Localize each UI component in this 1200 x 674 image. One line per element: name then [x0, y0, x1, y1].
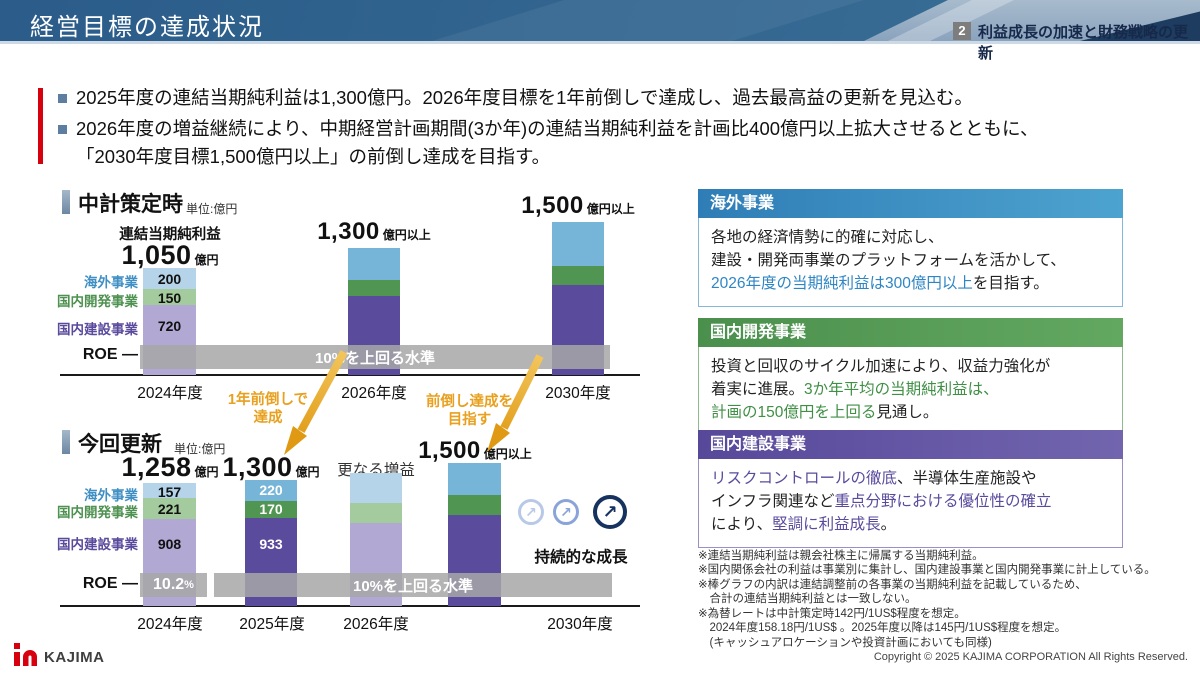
- bullet-square-icon: [58, 94, 67, 103]
- xlabel-2030-bottom: 2030年度: [547, 616, 613, 633]
- slide-header: 経営目標の達成状況 2 利益成長の加速と財務戦略の更新: [0, 0, 1200, 62]
- section-title: 利益成長の加速と財務戦略の更新: [978, 24, 1189, 62]
- bar-2024-dev-value: 150: [157, 290, 182, 306]
- bar-2024-overseas-segment: [143, 268, 196, 289]
- trend-up-circle-icon: ↗: [593, 495, 627, 529]
- top-chart-section-label: 中計策定時: [78, 193, 183, 216]
- legend-domestic-dev: 国内開発事業: [57, 294, 138, 309]
- trend-up-circle-icon: ↗: [518, 499, 544, 525]
- xlabel-2024-top: 2024年度: [137, 385, 203, 402]
- xlabel-2030-top: 2030年度: [545, 385, 611, 402]
- bar-2026b-dev-segment: [350, 503, 402, 523]
- bottom-chart-unit-label: 単位:億円: [174, 442, 226, 456]
- bar-2024-overseas-value: 200: [157, 271, 182, 287]
- bar-2030-dev-segment: [552, 266, 604, 285]
- footnote: ※国内関係会社の利益は事業別に集計し、国内建設事業と国内開発事業に計上している。: [698, 564, 1156, 577]
- section-number-badge: 2: [953, 22, 971, 40]
- bullet-2: 2026年度の増益継続により、中期経営計画期間(3か年)の連結当期純利益を計画比…: [58, 117, 1168, 142]
- bar-2026-overseas-segment: [348, 248, 400, 280]
- domestic-dev-box-body: 投資と回収のサイクル加速により、収益力強化が 着実に進展。3か年平均の当期純利益…: [698, 347, 1123, 436]
- bar-2024-constr-value: 720: [157, 318, 182, 334]
- bar-2030b-dev-segment: [448, 495, 501, 515]
- kajima-logo-icon: [14, 643, 37, 666]
- xlabel-2026-top: 2026年度: [341, 385, 407, 402]
- x-axis-bottom: [60, 605, 640, 607]
- footnote: 2024年度158.18円/1US$ 。2025年度以降は145円/1US$程度…: [698, 622, 1067, 635]
- bar-2030-overseas-segment: [552, 222, 604, 266]
- bullet-2-text: 2026年度の増益継続により、中期経営計画期間(3か年)の連結当期純利益を計画比…: [76, 118, 1039, 139]
- top-total-2030: 1,500 億円以上: [521, 192, 635, 219]
- kajima-logo: KAJIMA: [14, 643, 105, 666]
- bullet-1-text: 2025年度の連結当期純利益は1,300億円。2026年度目標を1年前倒しで達成…: [76, 87, 973, 108]
- bar-2025-constr-value: 933: [259, 536, 283, 552]
- roe-2024-band: 10.2%: [140, 573, 207, 597]
- bar-2024b-dev-value: 221: [157, 501, 182, 517]
- footnote: (キャッシュアロケーションや投資計画においても同様): [698, 636, 992, 649]
- net-income-caption: 連結当期純利益: [119, 227, 221, 243]
- domestic-dev-box-title: 国内開発事業: [698, 318, 1123, 347]
- overseas-business-box: 海外事業 各地の経済情勢に的確に対応し、 建設・開発両事業のプラットフォームを活…: [698, 189, 1123, 307]
- roe-label-bottom: ROE —: [82, 575, 138, 592]
- bar-2024b-constr-value: 908: [157, 536, 182, 552]
- legend-domestic-dev: 国内開発事業: [57, 505, 138, 520]
- sustainable-growth-label: 持続的な成長: [534, 549, 628, 566]
- legend-overseas: 海外事業: [84, 488, 138, 503]
- bar-2025-overseas-value: 220: [259, 482, 283, 498]
- xlabel-2026-bottom: 2026年度: [343, 616, 409, 633]
- bullet-square-icon: [58, 125, 67, 134]
- annotation-one-year-early: 1年前倒しで 達成: [227, 392, 309, 427]
- xlabel-2024-bottom: 2024年度: [137, 616, 203, 633]
- roe-band-bottom: 10%を上回る水準: [214, 573, 612, 597]
- copyright: Copyright © 2025 KAJIMA CORPORATION All …: [873, 651, 1188, 663]
- trend-up-circle-icon: ↗: [553, 499, 579, 525]
- footnote: ※棒グラフの内訳は連結調整前の各事業の当期純利益を記載しているため、: [698, 578, 1087, 591]
- accent-red-bar: [38, 88, 43, 164]
- x-axis-top: [60, 374, 640, 376]
- bottom-total-2030: 1,500 億円以上: [418, 437, 532, 464]
- bar-2025-dev-segment: [245, 501, 297, 518]
- bar-2024b-overseas-value: 157: [157, 484, 182, 500]
- overseas-box-title: 海外事業: [698, 189, 1123, 218]
- bottom-total-2024: 1,258 億円: [121, 452, 219, 482]
- footnotes: ※連結当期純利益は親会社株主に帰属する当期純利益。 ※国内関係会社の利益は事業別…: [698, 549, 1198, 650]
- bar-2024b-dev-segment: [143, 498, 196, 519]
- section-marker: [62, 190, 70, 214]
- roe-band-top: 10%を上回る水準: [140, 345, 610, 369]
- xlabel-2025-bottom: 2025年度: [239, 616, 305, 633]
- domestic-constr-box-body: リスクコントロールの徹底、半導体生産施設や インフラ関連など重点分野における優位…: [698, 459, 1123, 548]
- bar-2030b-overseas-segment: [448, 463, 501, 495]
- bar-2025-overseas-segment: [245, 480, 297, 501]
- section-marker: [62, 430, 70, 454]
- legend-domestic-constr: 国内建設事業: [57, 537, 138, 552]
- footnote: 合計の連結当期純利益とは一致しない。: [698, 593, 917, 606]
- domestic-dev-business-box: 国内開発事業 投資と回収のサイクル加速により、収益力強化が 着実に進展。3か年平…: [698, 318, 1123, 436]
- bar-2026-dev-segment: [348, 280, 400, 296]
- bar-2024-dev-segment: [143, 289, 196, 305]
- footnote: ※為替レートは中計策定時142円/1US$程度を想定。: [698, 607, 966, 620]
- bar-2026b-overseas-segment: [350, 473, 402, 503]
- domestic-constr-business-box: 国内建設事業 リスクコントロールの徹底、半導体生産施設や インフラ関連など重点分…: [698, 430, 1123, 548]
- overseas-box-body: 各地の経済情勢に的確に対応し、 建設・開発両事業のプラットフォームを活かして、 …: [698, 218, 1123, 307]
- bar-2025-dev-value: 170: [259, 501, 283, 517]
- roe-label-top: ROE —: [82, 346, 138, 363]
- top-total-2024: 1,050 億円: [121, 240, 219, 270]
- bullet-1: 2025年度の連結当期純利益は1,300億円。2026年度目標を1年前倒しで達成…: [58, 86, 1168, 111]
- bottom-chart-section-label: 今回更新: [78, 433, 162, 456]
- top-chart-unit-label: 単位:億円: [186, 202, 238, 216]
- footnote: ※連結当期純利益は親会社株主に帰属する当期純利益。: [698, 550, 984, 562]
- bullet-2-text-continued: 「2030年度目標1,500億円以上」の前倒し達成を目指す。: [76, 146, 551, 167]
- top-total-2026: 1,300 億円以上: [317, 218, 431, 245]
- legend-domestic-constr: 国内建設事業: [57, 322, 138, 337]
- page-title: 経営目標の達成状況: [30, 14, 264, 41]
- legend-overseas: 海外事業: [84, 275, 138, 290]
- bar-2024b-overseas-segment: [143, 483, 196, 498]
- bottom-total-2025: 1,300 億円: [222, 452, 320, 482]
- annotation-aim-early: 前倒し達成を 目指す: [426, 394, 513, 429]
- domestic-constr-box-title: 国内建設事業: [698, 430, 1123, 459]
- kajima-logo-text: KAJIMA: [44, 649, 105, 666]
